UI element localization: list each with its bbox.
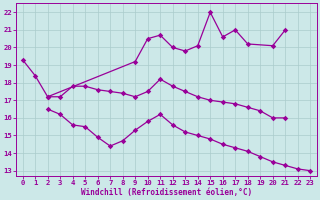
X-axis label: Windchill (Refroidissement éolien,°C): Windchill (Refroidissement éolien,°C) [81,188,252,197]
